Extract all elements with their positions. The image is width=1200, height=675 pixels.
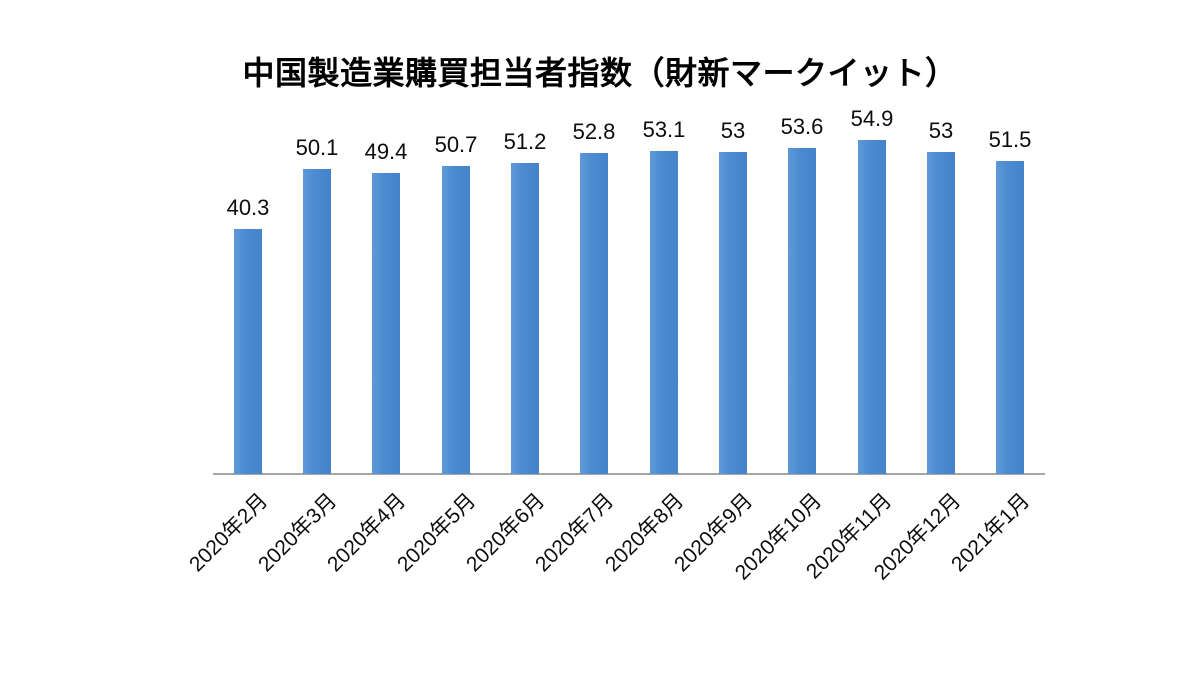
bar-value-label: 49.4	[364, 139, 408, 164]
bar-value-label: 50.7	[434, 132, 478, 157]
chart-title: 中国製造業購買担当者指数（財新マークイット）	[242, 55, 958, 91]
bar-2020年10月	[788, 148, 816, 474]
bar-value-label: 53	[928, 118, 954, 143]
bar-value-label: 40.3	[226, 195, 270, 220]
bar-value-label: 51.2	[503, 129, 547, 154]
bar-value-label: 53.1	[642, 117, 686, 142]
bar-2020年8月	[650, 151, 678, 474]
bar-2020年12月	[927, 152, 955, 474]
x-axis-line	[213, 473, 1045, 475]
bar-2020年2月	[234, 229, 262, 474]
bar-2020年11月	[858, 140, 886, 474]
bar-2020年9月	[719, 152, 747, 474]
bar-value-label: 54.9	[850, 106, 894, 131]
bar-2020年3月	[303, 169, 331, 474]
bar-2020年7月	[580, 153, 608, 474]
bar-2021年1月	[996, 161, 1024, 474]
bar-2020年4月	[372, 173, 400, 474]
bar-2020年5月	[442, 166, 470, 474]
bar-value-label: 52.8	[572, 119, 616, 144]
bar-value-label: 53	[720, 118, 746, 143]
bar-value-label: 53.6	[780, 114, 824, 139]
bar-2020年6月	[511, 163, 539, 474]
bar-value-label: 51.5	[988, 127, 1032, 152]
bar-value-label: 50.1	[295, 135, 339, 160]
